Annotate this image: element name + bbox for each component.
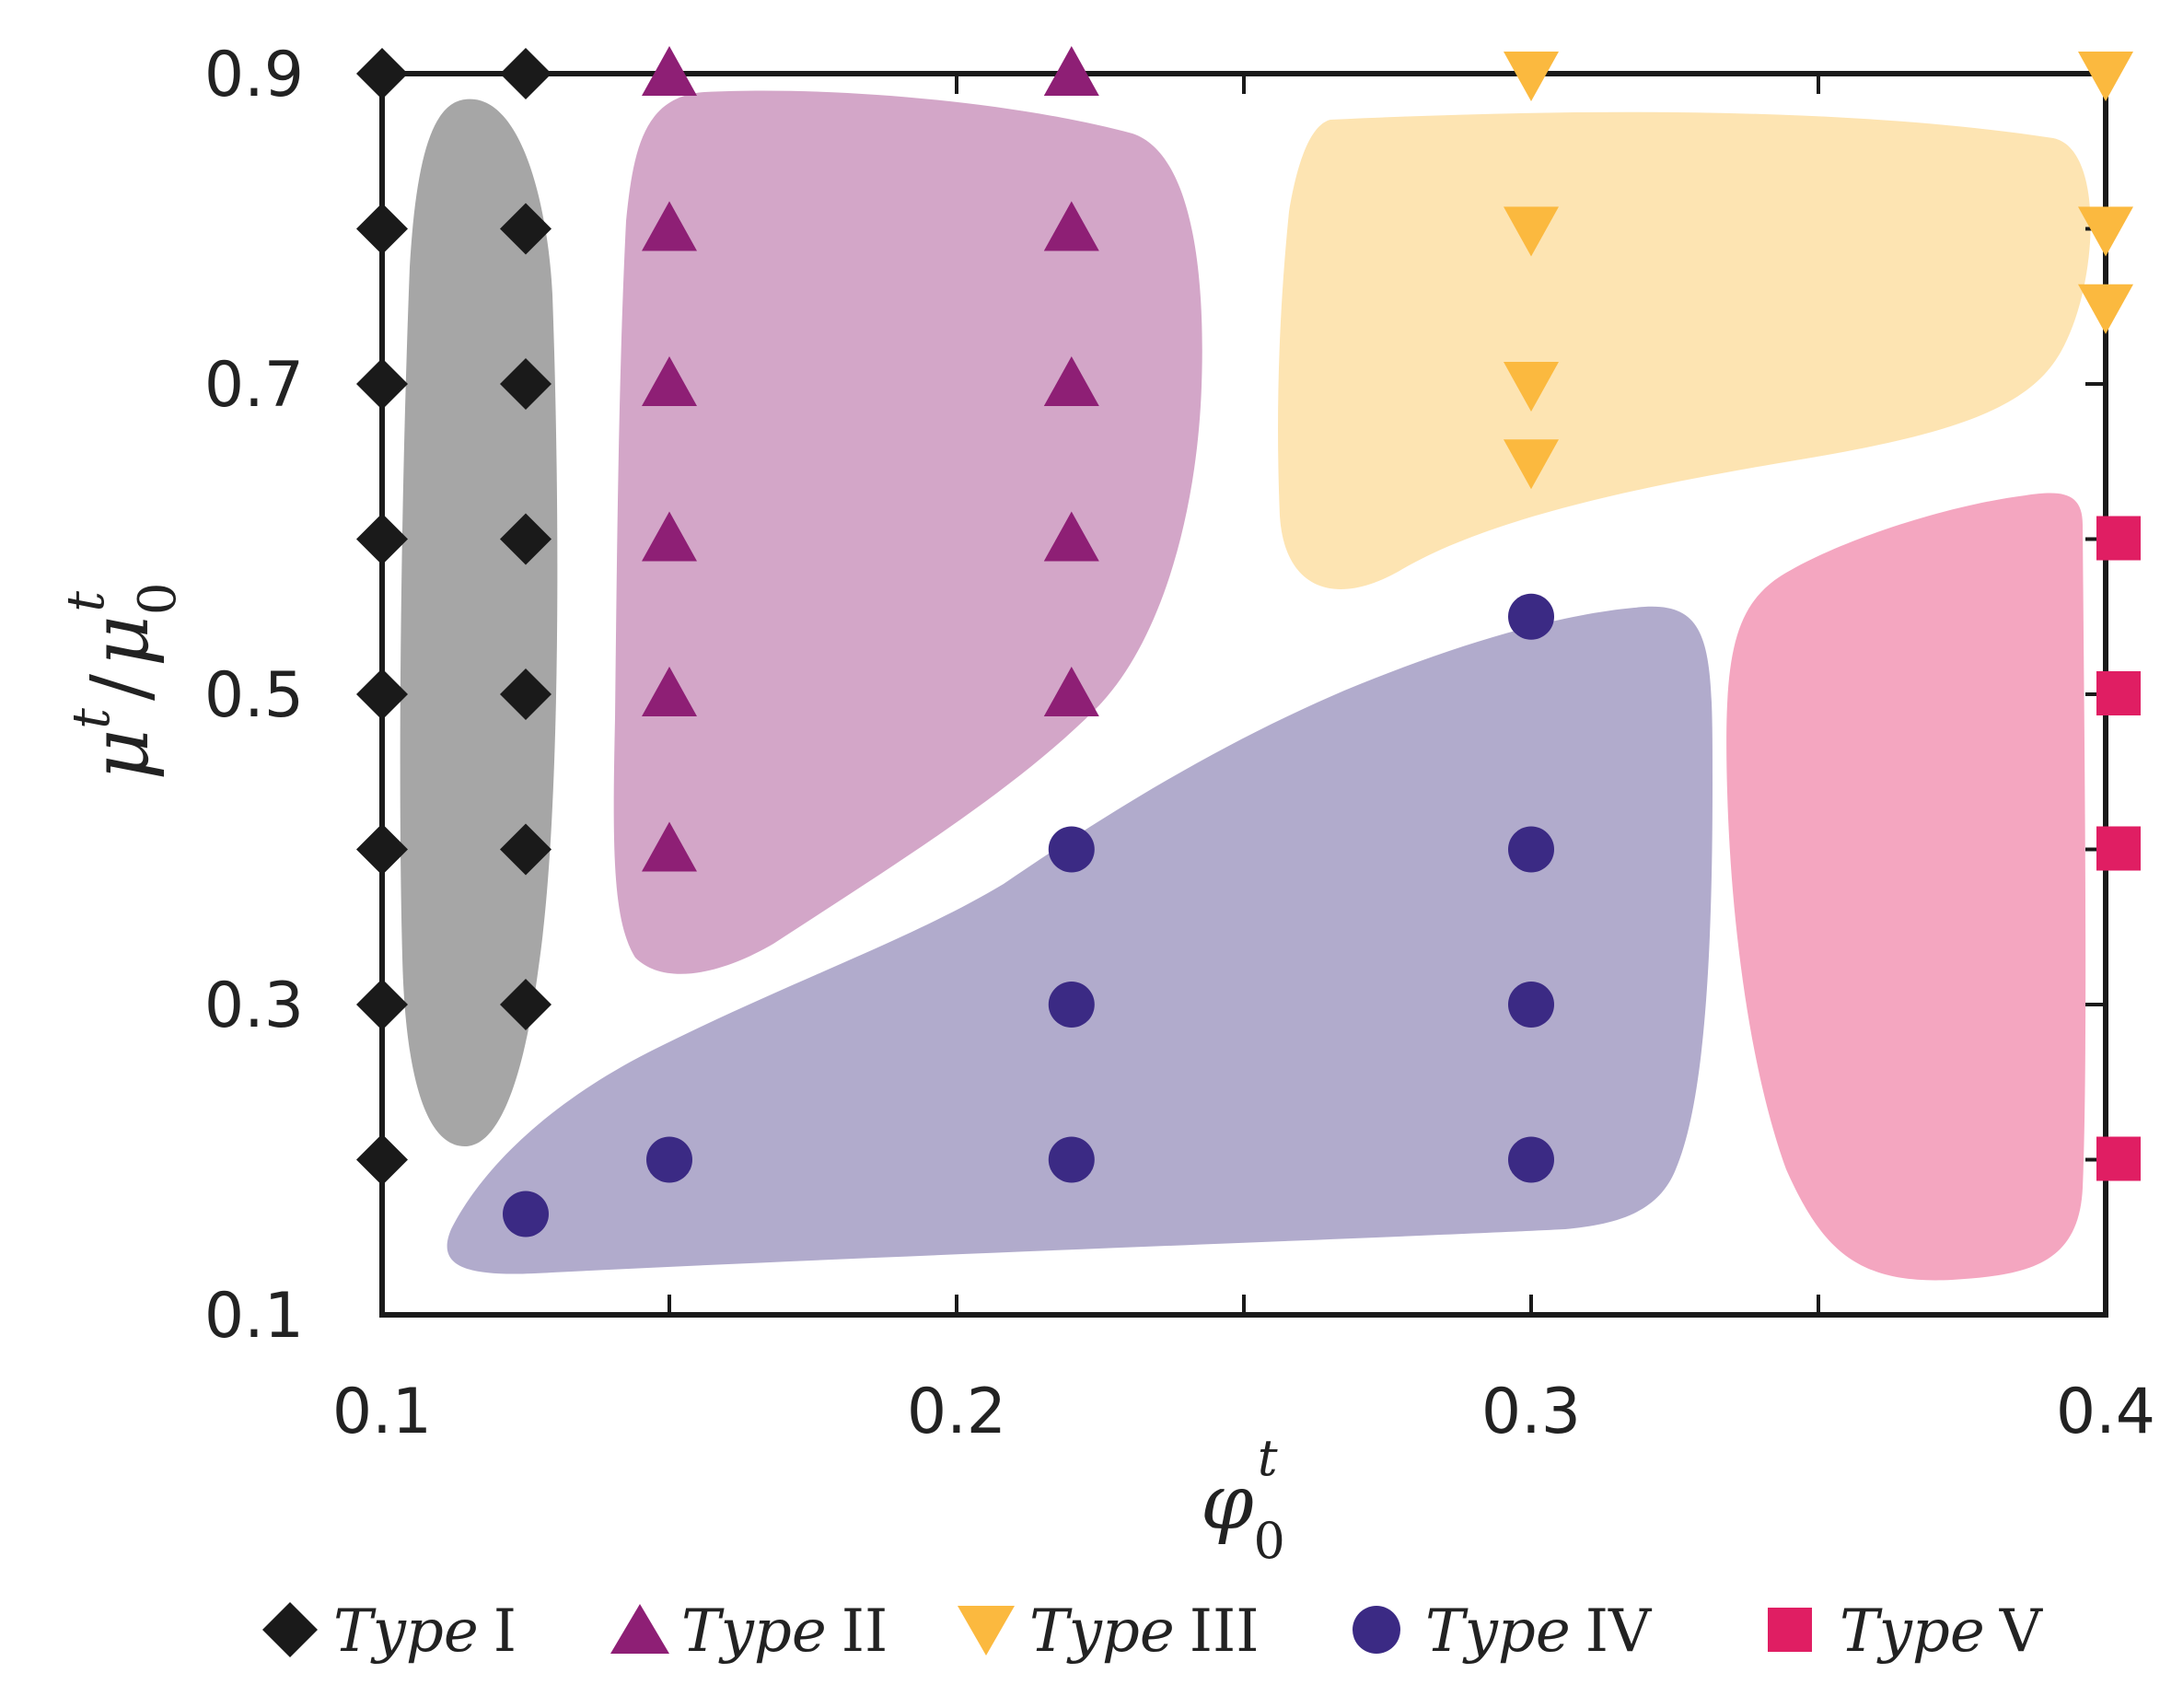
y-tick-label: 0.3 (204, 970, 304, 1042)
x-axis-label-sub: 0 (1254, 1512, 1285, 1570)
x-tick-label: 0.3 (1481, 1376, 1581, 1448)
marker-type-4-point (646, 1136, 692, 1183)
region-type-5 (1726, 493, 2086, 1281)
legend-triangle-up-icon (610, 1604, 669, 1654)
legend-item-type-2: Type II (610, 1598, 888, 1666)
y-axis-label-slash: / (75, 674, 167, 701)
marker-type-1-point (500, 979, 552, 1030)
marker-type-5-point (2096, 1136, 2141, 1181)
marker-type-1-point (356, 358, 408, 410)
legend: Type I Type II Type III Type IV Type V (262, 1598, 2044, 1666)
marker-type-4-point (1508, 593, 1554, 640)
marker-type-1-point (356, 513, 408, 565)
marker-type-2-point (642, 667, 697, 716)
y-tick-label: 0.1 (204, 1280, 304, 1353)
legend-label-type-2: Type II (681, 1598, 888, 1666)
legend-item-type-5: Type V (1768, 1598, 2044, 1666)
marker-type-1-point (500, 668, 552, 720)
marker-type-2-point (642, 511, 697, 562)
y-axis-label-den-sub: 0 (128, 583, 188, 616)
y-tick-labels: 0.1 0.3 0.5 0.7 0.9 (204, 39, 304, 1353)
marker-type-4-point (1048, 982, 1095, 1028)
x-axis-label-sup: t (1258, 1429, 1278, 1487)
marker-type-4-point (1048, 826, 1095, 873)
y-axis-label-num: μ (75, 729, 167, 781)
marker-type-3-point (2078, 52, 2133, 101)
marker-type-4-point (1508, 826, 1554, 873)
marker-type-4-point (503, 1191, 549, 1237)
marker-type-4-point (1508, 1136, 1554, 1183)
legend-diamond-icon (262, 1602, 318, 1657)
legend-triangle-down-icon (958, 1606, 1015, 1656)
legend-label-type-5: Type V (1840, 1598, 2044, 1666)
y-axis-label-den: μ (75, 615, 167, 667)
marker-type-5-point (2096, 826, 2141, 871)
x-tick-label: 0.1 (332, 1376, 432, 1448)
legend-item-type-1: Type I (262, 1598, 517, 1666)
region-type-1 (400, 99, 558, 1146)
marker-layer (356, 46, 2141, 1237)
marker-type-2-point (642, 46, 697, 96)
x-tick-label: 0.2 (907, 1376, 1006, 1448)
marker-type-2-point (1043, 46, 1099, 96)
marker-type-1-point (500, 358, 552, 410)
marker-type-1-point (500, 823, 552, 876)
y-axis-label-den-sup: t (56, 591, 116, 612)
marker-type-1-point (356, 48, 408, 99)
region-type-4 (447, 606, 1713, 1274)
x-tick-label: 0.4 (2056, 1376, 2155, 1448)
y-tick-label: 0.5 (204, 659, 304, 732)
marker-type-1-point (356, 823, 408, 876)
marker-type-3-point (2078, 284, 2133, 334)
y-axis-label: μt/μ0t (56, 583, 188, 781)
marker-type-4-point (1048, 1136, 1095, 1183)
marker-type-5-point (2096, 516, 2141, 561)
legend-label-type-4: Type IV (1425, 1598, 1653, 1666)
region-type-2 (613, 90, 1202, 974)
marker-type-1-point (356, 668, 408, 720)
marker-type-2-point (1043, 667, 1099, 716)
marker-type-3-point (1504, 362, 1559, 412)
region-type-3 (1278, 111, 2091, 589)
legend-label-type-3: Type III (1029, 1598, 1260, 1666)
y-axis-label-num-sup: t (62, 708, 122, 729)
marker-type-2-point (1043, 356, 1099, 406)
marker-type-3-point (1504, 52, 1559, 101)
marker-type-1-point (500, 513, 552, 565)
marker-type-2-point (642, 356, 697, 406)
legend-item-type-4: Type IV (1353, 1598, 1653, 1666)
marker-type-2-point (1043, 201, 1099, 251)
marker-type-1-point (500, 203, 552, 255)
x-axis-label-symbol: φ (1201, 1459, 1254, 1547)
region-layer (400, 90, 2091, 1281)
legend-label-type-1: Type I (333, 1598, 517, 1666)
marker-type-1-point (356, 203, 408, 255)
marker-type-1-point (356, 1133, 408, 1186)
marker-type-2-point (642, 821, 697, 872)
marker-type-3-point (1504, 439, 1559, 490)
marker-type-3-point (1504, 206, 1559, 257)
y-tick-label: 0.7 (204, 349, 304, 422)
marker-type-2-point (642, 201, 697, 251)
marker-type-5-point (2096, 671, 2141, 715)
legend-item-type-3: Type III (958, 1598, 1260, 1666)
x-tick-labels: 0.1 0.2 0.3 0.4 (332, 1376, 2155, 1448)
marker-type-1-point (500, 48, 552, 99)
marker-type-2-point (1043, 511, 1099, 562)
legend-square-icon (1768, 1608, 1812, 1652)
marker-type-1-point (356, 979, 408, 1030)
legend-circle-icon (1353, 1606, 1400, 1654)
x-axis-label: φ0 t (1201, 1429, 1285, 1570)
marker-type-4-point (1508, 982, 1554, 1028)
marker-type-3-point (2078, 206, 2133, 257)
y-tick-label: 0.9 (204, 39, 304, 111)
